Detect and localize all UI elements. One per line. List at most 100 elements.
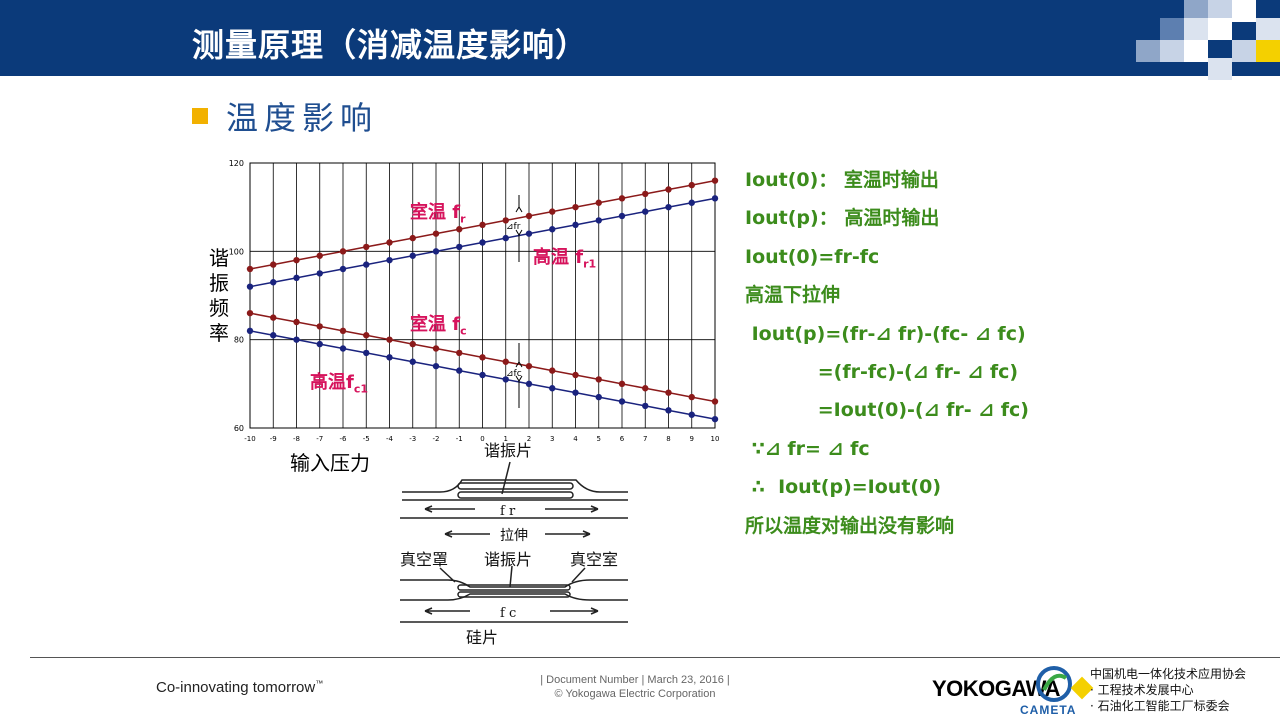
schematic-fc-label: f c [500,606,516,621]
series-point [246,327,254,335]
x-tick-label: 6 [620,435,625,443]
series-point [479,354,486,361]
series-point [409,234,416,242]
series-point [293,318,300,326]
series-point [293,256,300,264]
series-point [549,385,556,392]
footer-doc-line: | Document Number | March 23, 2016 | [540,674,730,686]
series-point [688,411,695,418]
equation-line-2: Iout(p)： 高温时输出 [745,207,940,230]
page-title: 测量原理（消减温度影响） [192,26,589,64]
schematic-resonator: 谐振片 [484,550,532,569]
series-point [595,393,602,401]
footer-document-info: | Document Number | March 23, 2016 | © Y… [535,673,735,701]
bullet-icon [192,108,208,124]
association-line-2: · 工程技术发展中心 [1090,683,1194,697]
cameta-logo-text: CAMETA [1020,703,1077,717]
y-tick-label: 100 [229,247,244,256]
series-point [642,402,649,410]
equation-line-7: =Iout(0)-(⊿ fr- ⊿ fc) [745,399,1029,422]
x-tick-label: 5 [597,435,601,443]
series-point [432,362,440,370]
series-point [316,340,323,348]
series-point [595,217,602,224]
series-point [711,177,719,184]
series-point [688,393,695,401]
series-point [572,371,579,379]
association-line-3: · 石油化工智能工厂标委会 [1090,699,1230,713]
delta-arrow-head [515,361,523,368]
schematic-top-label: 谐振片 [484,441,532,460]
series-point [339,345,347,352]
schematic-stretch-label: 拉伸 [500,528,528,544]
series-point [456,243,463,251]
section-title: 温度影响 [226,99,379,137]
schematic-vacuum-cover: 真空罩 [400,550,448,569]
equation-line-6: =(fr-fc)-(⊿ fr- ⊿ fc) [745,360,1019,383]
series-point [432,345,440,352]
series-point [409,252,416,259]
cameta-logo-icon [1036,666,1072,702]
equation-line-1: Iout(0)： 室温时输出 [745,169,939,191]
x-tick-label: -1 [456,435,463,443]
series-point [618,195,626,202]
association-names: 中国机电一体化技术应用协会 · 工程技术发展中心 · 石油化工智能工厂标委会 [1090,666,1246,714]
resonator-schematic: 谐振片 f r 拉伸 真空罩 谐振片 真空室 f c 硅片 [400,441,628,647]
series-point [386,256,393,264]
series-point [642,208,649,215]
y-tick-label: 60 [234,424,244,433]
label-high-fr: 高温 fr1 [533,247,597,271]
section-heading: 温度影响 [192,96,379,137]
equation-line-8: ∵⊿ fr= ⊿ fc [745,437,870,460]
x-tick-label: 9 [690,435,694,443]
label-room-fr: 室温 fr [410,202,466,226]
series-point [572,203,579,211]
equation-line-9: ∴ Iout(p)=Iout(0) [745,476,942,499]
series-point [572,221,579,229]
series-point [270,261,277,268]
equation-line-4: 高温下拉伸 [745,284,841,307]
y-tick-label: 120 [229,159,244,168]
x-tick-label: 3 [550,435,554,443]
series-point [479,239,486,246]
footer-slogan: Co-innovating tomorrow™ [156,679,324,696]
x-tick-label: -8 [293,435,300,443]
footer-divider [30,657,1280,658]
series-point [316,270,323,277]
header-bar: 测量原理（消减温度影响） [0,0,1280,80]
series-point [409,340,416,348]
series-point [270,279,277,286]
series-point [270,332,277,339]
schematic-fr-label: f r [500,504,516,519]
chart-x-axis-label: 输入压力 [290,451,370,475]
series-point [386,354,393,361]
series-point [711,195,719,202]
x-tick-label: -7 [316,435,323,443]
equation-line-10: 所以温度对输出没有影响 [745,514,955,537]
series-point [502,358,509,365]
series-point [665,389,672,396]
series-point [525,380,533,388]
delta-fr-label: ⊿fr [506,222,521,232]
series-point [549,226,556,233]
series-point [316,252,323,259]
series-point [688,181,695,189]
series-point [502,376,509,383]
series-point [246,283,254,290]
series-point [456,367,463,374]
series-point [665,186,672,193]
association-line-1: 中国机电一体化技术应用协会 [1090,667,1247,681]
series-point [618,398,626,405]
series-point [572,389,579,396]
series-point [642,385,649,392]
x-tick-label: 0 [480,435,484,443]
series-point [502,234,509,242]
series-point [339,265,347,273]
series-point [479,371,486,379]
series-point [595,199,602,206]
series-point [665,203,672,211]
x-tick-label: -4 [386,435,394,443]
y-tick-label: 80 [234,336,244,345]
x-tick-label: 2 [527,435,531,443]
series-point [525,362,533,370]
